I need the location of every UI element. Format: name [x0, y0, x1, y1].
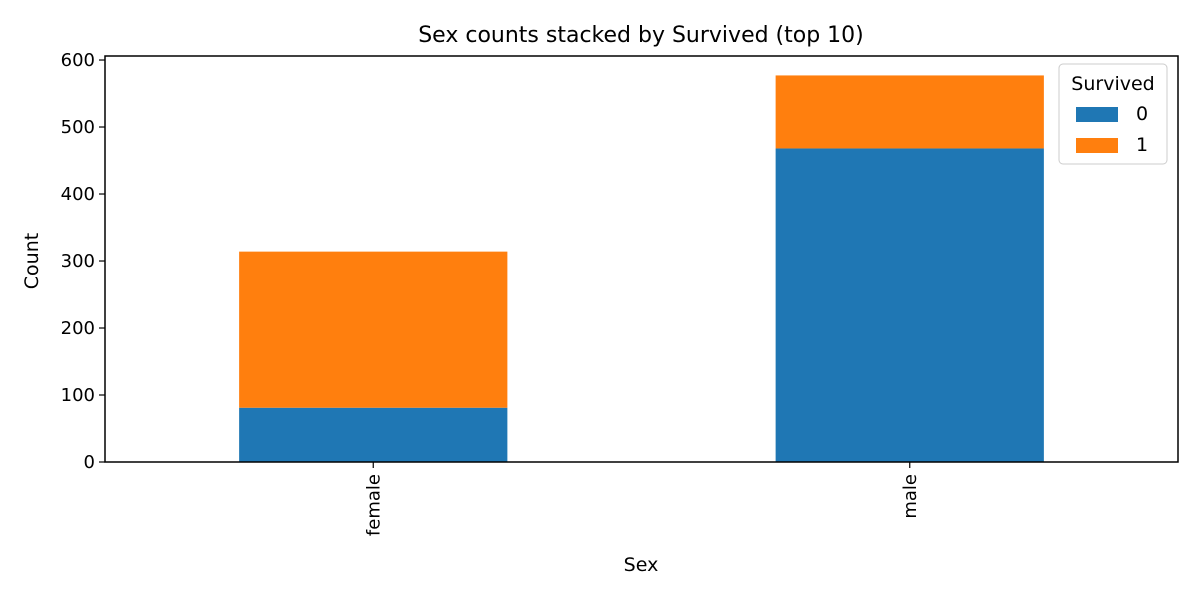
- bar-female-survived-1: [239, 252, 507, 408]
- y-tick-label: 100: [61, 385, 95, 406]
- bar-male-survived-1: [776, 75, 1044, 148]
- legend-label-1: 1: [1136, 134, 1148, 156]
- y-tick-label: 600: [61, 50, 95, 71]
- y-axis-label: Count: [21, 233, 43, 289]
- y-axis: 0 100 200 300 400 500 600: [61, 50, 105, 473]
- bar-male-survived-0: [776, 148, 1044, 462]
- y-tick-label: 0: [84, 452, 95, 473]
- bars-layer: [239, 75, 1044, 462]
- y-tick-label: 300: [61, 251, 95, 272]
- x-axis: female male: [363, 462, 921, 536]
- y-tick-label: 400: [61, 184, 95, 205]
- legend-title: Survived: [1071, 73, 1154, 95]
- y-tick-label: 200: [61, 318, 95, 339]
- x-axis-label: Sex: [624, 554, 659, 576]
- legend-swatch-1: [1076, 138, 1118, 153]
- y-tick-label: 500: [61, 117, 95, 138]
- x-tick-label-male: male: [900, 474, 921, 519]
- legend-label-0: 0: [1136, 103, 1148, 125]
- legend-swatch-0: [1076, 107, 1118, 122]
- chart-title: Sex counts stacked by Survived (top 10): [418, 23, 864, 48]
- legend: Survived 0 1: [1059, 64, 1167, 164]
- bar-female-survived-0: [239, 408, 507, 462]
- x-tick-label-female: female: [363, 474, 384, 536]
